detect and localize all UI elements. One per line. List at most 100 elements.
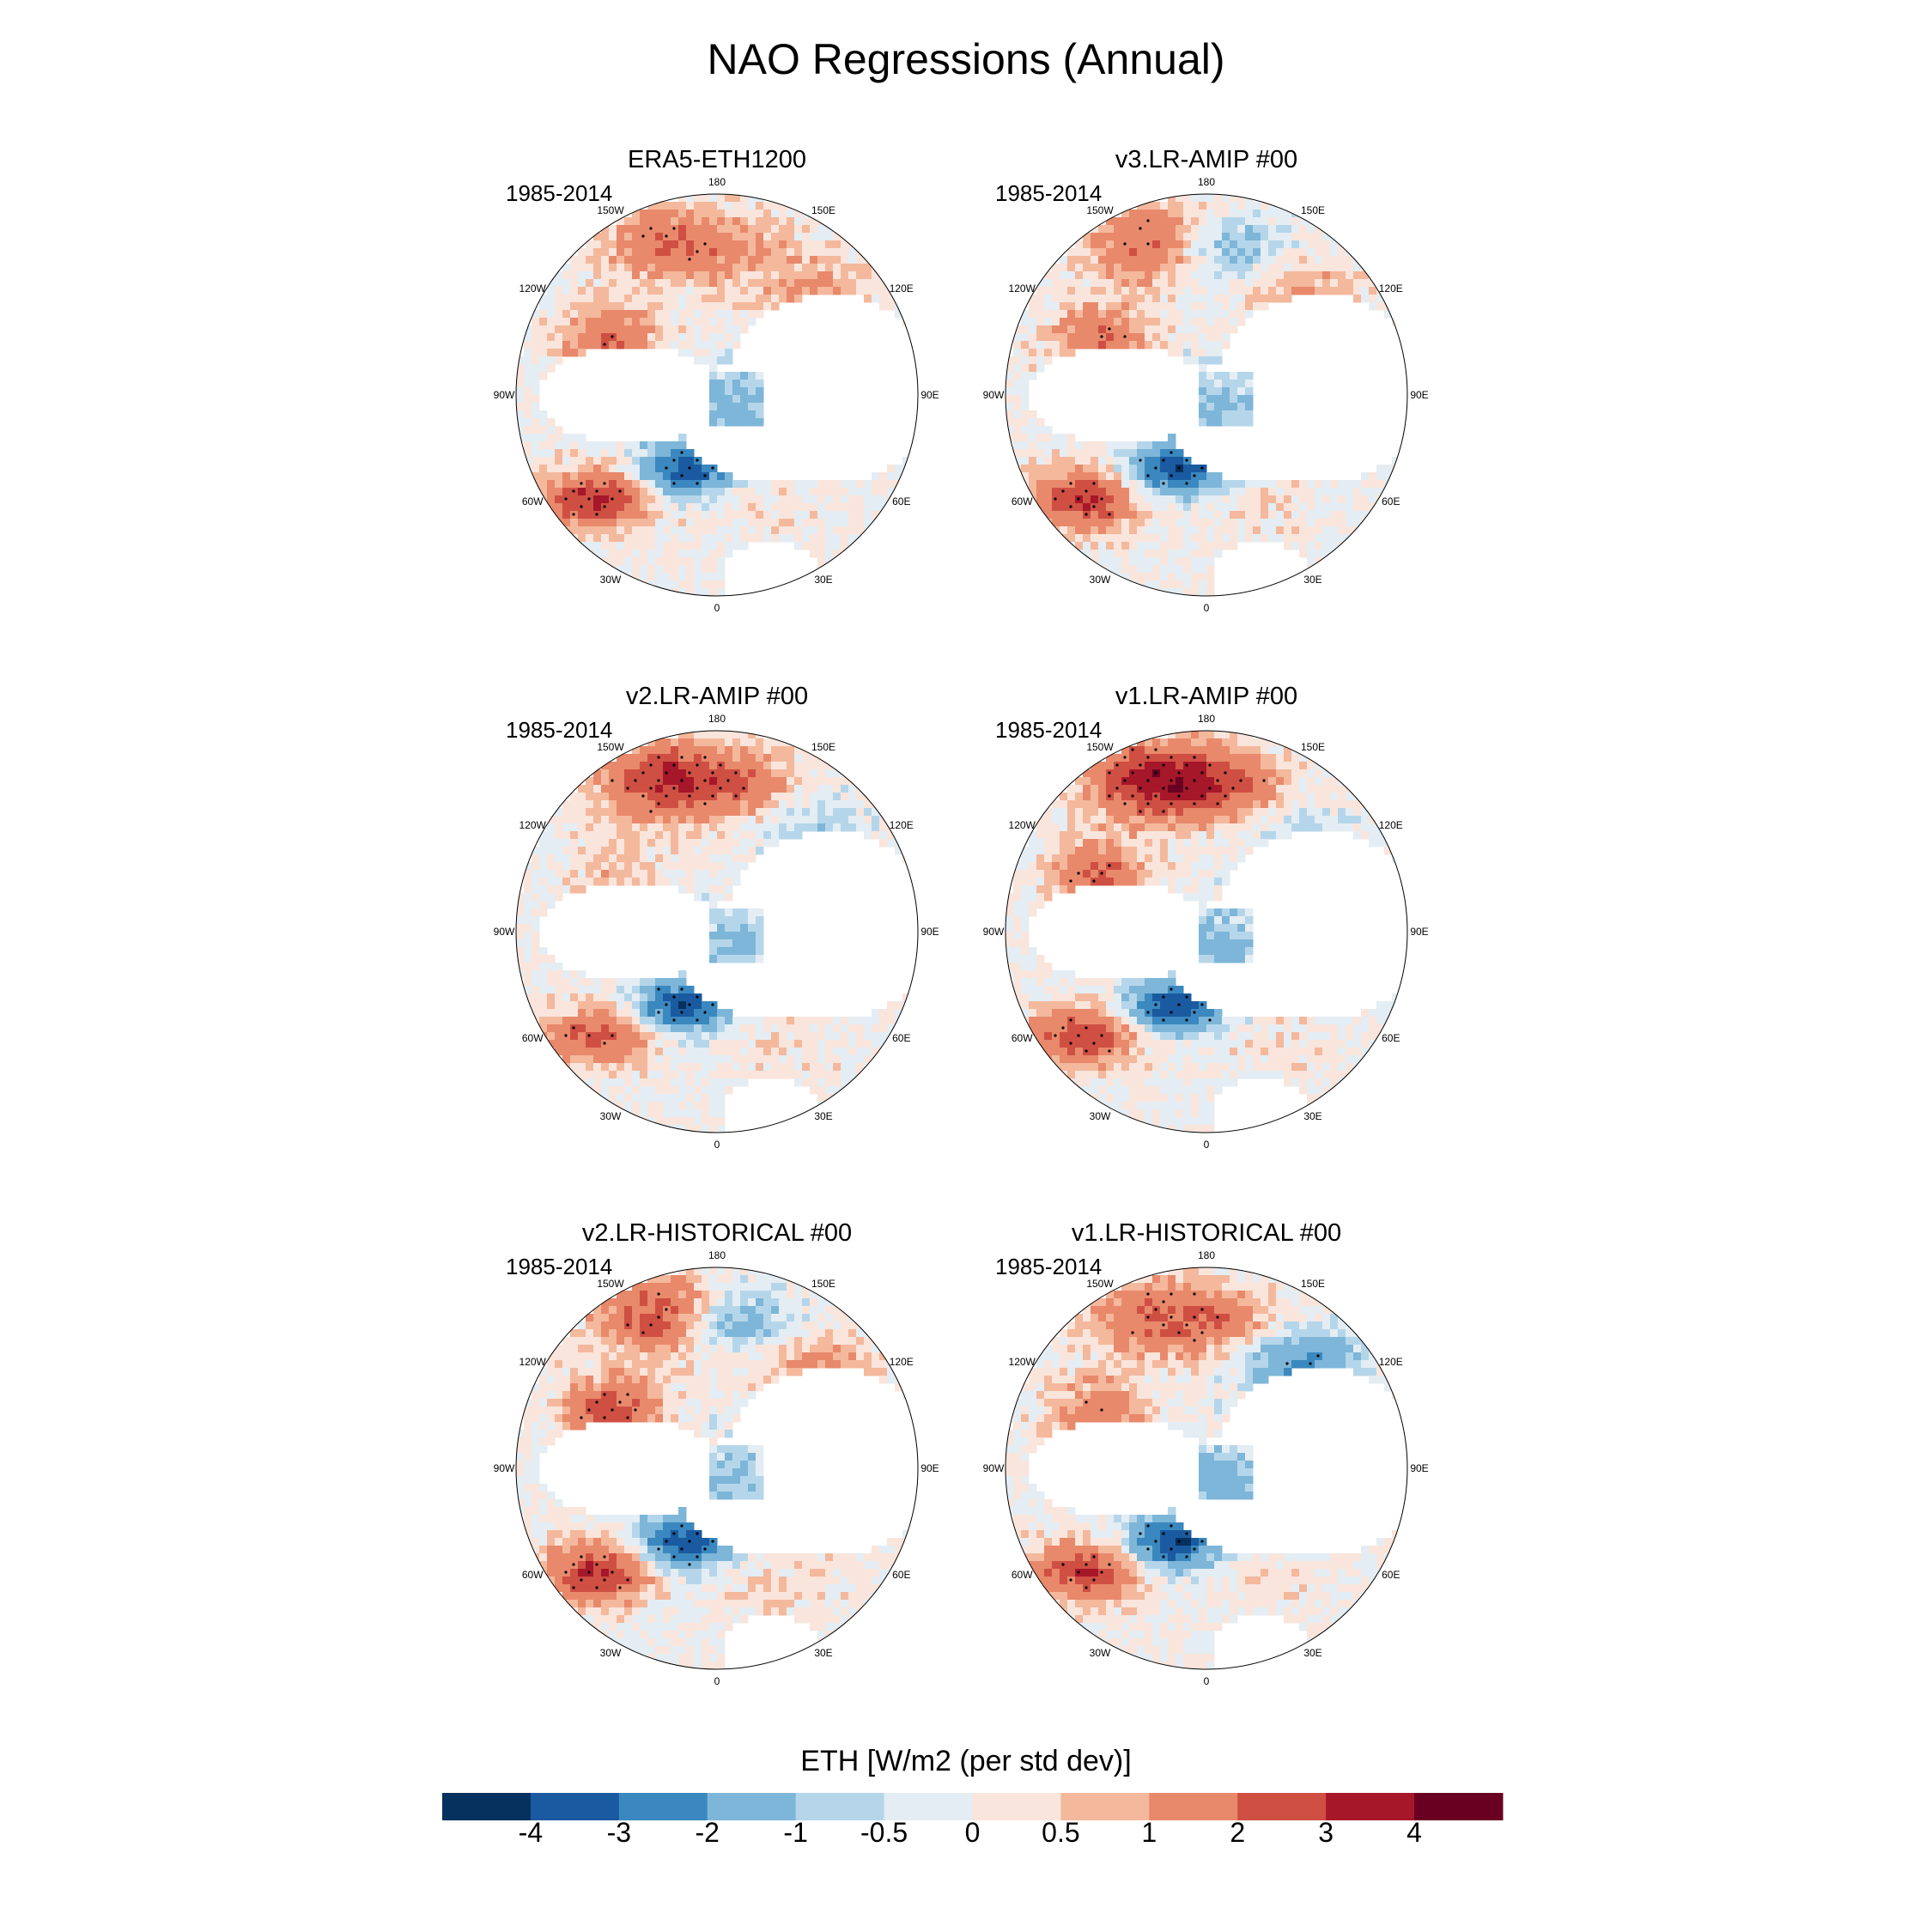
longitude-label: 150W — [1086, 1278, 1114, 1290]
longitude-label: 120W — [1009, 819, 1036, 831]
longitude-label: 30W — [600, 574, 622, 586]
longitude-label: 60E — [892, 1569, 910, 1581]
longitude-label: 30E — [814, 574, 832, 586]
longitude-label: 60W — [522, 1032, 544, 1044]
longitude-label: 180 — [708, 1249, 726, 1261]
longitude-label: 180 — [708, 176, 726, 188]
polar-map: 180 150E 120E 90E 60E 30E 0 30W 60W 90W 120W 150W — [983, 1249, 1429, 1687]
longitude-label: 30E — [1303, 1647, 1321, 1659]
longitude-label: 60E — [1382, 1569, 1400, 1581]
longitude-label: 150E — [1301, 204, 1325, 216]
longitude-label: 30W — [1090, 1647, 1111, 1659]
longitude-label: 180 — [1198, 176, 1215, 188]
longitude-label: 0 — [1204, 602, 1210, 614]
longitude-label: 90E — [1410, 389, 1428, 401]
longitude-label: 30W — [1090, 574, 1111, 586]
panel-period: 1985-2014 — [506, 717, 613, 743]
longitude-label: 30E — [814, 1110, 832, 1122]
colorbar-tick-label: 4 — [1406, 1817, 1422, 1848]
longitude-label: 90E — [920, 389, 939, 401]
map-boundary — [1005, 730, 1408, 1133]
longitude-label: 60E — [892, 495, 910, 507]
eth-regression-field — [1005, 194, 1407, 596]
panel-title: v1.LR-AMIP #00 — [1115, 683, 1298, 710]
map-boundary — [1005, 193, 1408, 597]
longitude-label: 90E — [920, 926, 939, 938]
polar-map: 180 150E 120E 90E 60E 30E 0 30W 60W 90W 120W 150W — [494, 1249, 939, 1687]
longitude-label: 150W — [1086, 204, 1114, 216]
panel-title: v2.LR-AMIP #00 — [625, 683, 809, 710]
longitude-label: 120E — [1379, 1356, 1403, 1368]
colorbar-tick-label: 3 — [1318, 1817, 1334, 1848]
longitude-label: 0 — [714, 1675, 720, 1687]
map-panel: v2.LR-AMIP #00 1985-2014 180 150E 120E 90E 60E… — [489, 683, 945, 1163]
longitude-label: 60E — [892, 1032, 910, 1044]
colorbar-tick-label: -4 — [518, 1817, 544, 1848]
colorbar-title: ETH [W/m2 (per std dev)] — [800, 1745, 1132, 1777]
longitude-label: 0 — [714, 1139, 720, 1151]
figure-title: NAO Regressions (Annual) — [707, 35, 1225, 83]
eth-regression-field — [516, 731, 918, 1133]
longitude-label: 150E — [811, 1278, 835, 1290]
colorbar-tick-label: -1 — [783, 1817, 808, 1848]
panel-period: 1985-2014 — [995, 717, 1103, 743]
map-panel: v3.LR-AMIP #00 1985-2014 180 150E 120E 90E 60E… — [979, 146, 1434, 627]
panel-title: ERA5-ETH1200 — [628, 146, 806, 173]
panel-title: v1.LR-HISTORICAL #00 — [1071, 1219, 1342, 1247]
panel-title: v3.LR-AMIP #00 — [1115, 146, 1298, 173]
longitude-label: 120E — [1379, 283, 1403, 295]
longitude-label: 120E — [1379, 819, 1403, 831]
longitude-label: 90W — [494, 926, 515, 938]
longitude-label: 120W — [1009, 1356, 1036, 1368]
longitude-label: 90E — [920, 1462, 939, 1474]
longitude-label: 60W — [522, 1569, 544, 1581]
longitude-label: 120W — [519, 1356, 547, 1368]
map-panel: v1.LR-HISTORICAL #00 1985-2014 180 150E 120E… — [979, 1219, 1434, 1700]
map-panel: v1.LR-AMIP #00 1985-2014 180 150E 120E 90E 60E… — [979, 683, 1434, 1163]
longitude-label: 30E — [814, 1647, 832, 1659]
eth-regression-field — [1005, 731, 1407, 1133]
longitude-label: 90E — [1410, 1462, 1428, 1474]
longitude-label: 120E — [890, 819, 914, 831]
panel-title: v2.LR-HISTORICAL #00 — [581, 1219, 853, 1247]
panel-period: 1985-2014 — [506, 180, 613, 206]
longitude-label: 30E — [1303, 1110, 1321, 1122]
longitude-label: 30E — [1303, 574, 1321, 586]
longitude-label: 150W — [597, 204, 624, 216]
longitude-label: 120W — [519, 283, 547, 295]
longitude-label: 90W — [494, 1462, 515, 1474]
polar-map: 180 150E 120E 90E 60E 30E 0 30W 60W 90W 120W 150W — [494, 176, 939, 614]
panel-period: 1985-2014 — [995, 1254, 1103, 1279]
longitude-label: 120E — [890, 283, 914, 295]
longitude-label: 150E — [1301, 1278, 1325, 1290]
longitude-label: 0 — [714, 602, 720, 614]
longitude-label: 180 — [1198, 1249, 1215, 1261]
longitude-label: 0 — [1204, 1139, 1210, 1151]
longitude-label: 120W — [1009, 283, 1036, 295]
longitude-label: 60W — [1012, 1569, 1033, 1581]
longitude-label: 60W — [1012, 1032, 1033, 1044]
colorbar-tick-label: 0 — [964, 1817, 981, 1848]
longitude-label: 90W — [983, 926, 1005, 938]
longitude-label: 30W — [600, 1110, 622, 1122]
longitude-label: 30W — [1090, 1110, 1111, 1122]
eth-regression-field — [1005, 1267, 1407, 1669]
longitude-label: 90E — [1410, 926, 1428, 938]
longitude-label: 150E — [811, 741, 835, 753]
longitude-label: 150E — [811, 204, 835, 216]
longitude-label: 90W — [983, 1462, 1005, 1474]
longitude-label: 120W — [519, 819, 547, 831]
longitude-label: 150W — [597, 741, 624, 753]
longitude-label: 150W — [597, 1278, 624, 1290]
colorbar-tick-label: -0.5 — [860, 1817, 908, 1848]
colorbar-tick-label: 1 — [1141, 1817, 1157, 1848]
map-boundary — [515, 730, 919, 1133]
map-boundary — [515, 193, 919, 597]
longitude-label: 0 — [1204, 1675, 1210, 1687]
polar-map: 180 150E 120E 90E 60E 30E 0 30W 60W 90W 120W 150W — [983, 713, 1429, 1151]
longitude-label: 150W — [1086, 741, 1114, 753]
longitude-label: 90W — [983, 389, 1005, 401]
panel-period: 1985-2014 — [995, 180, 1103, 206]
longitude-label: 60E — [1382, 1032, 1400, 1044]
